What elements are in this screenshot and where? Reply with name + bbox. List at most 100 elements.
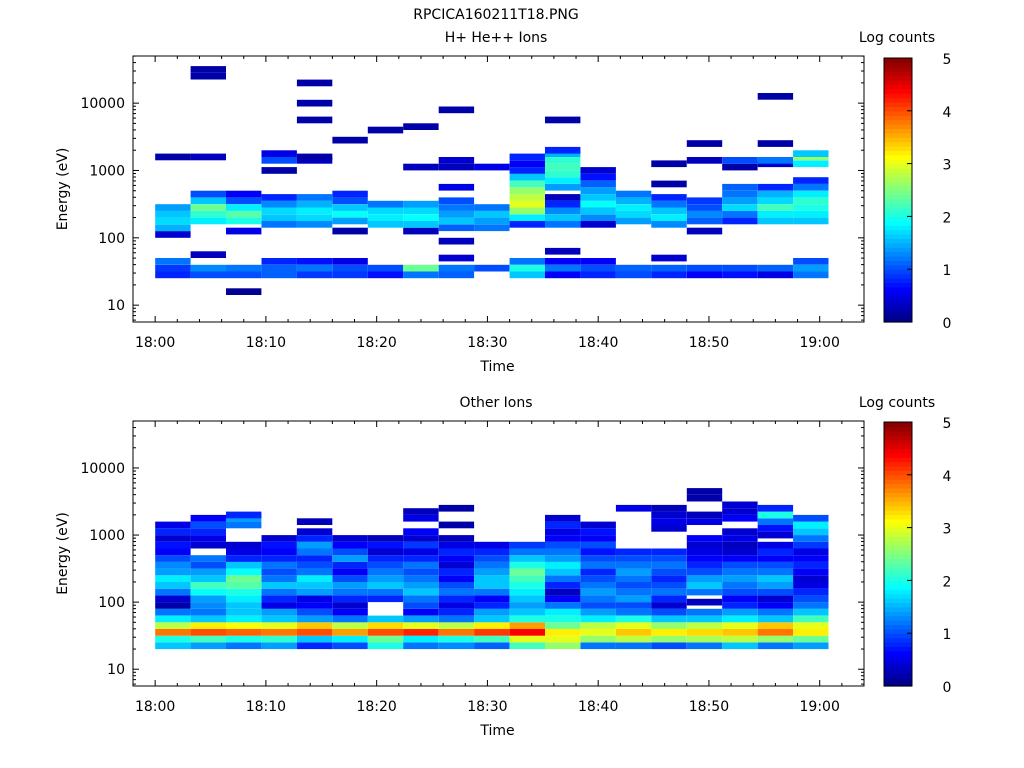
heatmap-cell [474, 622, 510, 629]
colorbar-step [884, 611, 912, 617]
heatmap-cell [509, 194, 545, 201]
heatmap-cell [190, 72, 226, 80]
heatmap-cell [226, 555, 262, 562]
heatmap-cell [722, 582, 758, 589]
heatmap-cell [651, 200, 687, 208]
heatmap-cell [793, 150, 829, 157]
colorbar-step [884, 137, 912, 143]
heatmap-cell [226, 561, 262, 569]
heatmap-cell [155, 582, 191, 589]
heatmap-cell [367, 541, 404, 549]
heatmap-cell [793, 197, 829, 205]
colorbar-step [884, 532, 912, 537]
colorbar-step [884, 562, 912, 568]
heatmap-cell [190, 615, 226, 623]
heatmap-cell [155, 535, 191, 542]
heatmap-cell [651, 264, 687, 272]
colorbar-tick-label: 1 [943, 263, 952, 279]
heatmap-cell [226, 642, 262, 650]
heatmap-cell [580, 173, 616, 181]
heatmap-cell [580, 200, 616, 208]
heatmap-cells [155, 66, 829, 295]
colorbar-step [884, 256, 912, 261]
heatmap-cell [545, 146, 581, 154]
colorbar-tick-label: 5 [943, 416, 952, 432]
colorbar-frame [883, 57, 913, 323]
heatmap-cell [474, 561, 510, 569]
colorbar-step [884, 132, 912, 138]
colorbar-step [884, 650, 912, 656]
heatmap-cell [545, 194, 581, 201]
heatmap-cell [580, 214, 616, 221]
heatmap-cell [474, 264, 510, 272]
heatmap-cell [332, 271, 368, 279]
heatmap-cell [155, 521, 191, 529]
heatmap-cell [757, 204, 794, 211]
heatmap-cell [261, 221, 297, 228]
heatmap-cell [296, 200, 333, 208]
heatmap-cell [615, 217, 652, 225]
colorbar-step [884, 523, 912, 529]
colorbar-step [884, 633, 912, 639]
heatmap-cell [757, 518, 794, 525]
heatmap-cell [438, 588, 475, 596]
heatmap-cell [155, 635, 191, 643]
heatmap-cell [226, 511, 262, 519]
heatmap-cell [155, 622, 191, 629]
heatmap-cell [545, 157, 581, 164]
heatmap-cell [261, 214, 297, 221]
heatmap-cell [509, 173, 545, 181]
heatmap-cell [793, 264, 829, 272]
heatmap-cell [438, 582, 475, 589]
heatmap-cell [509, 167, 545, 174]
heatmap-cell [438, 521, 475, 529]
heatmap-cell [367, 126, 404, 134]
heatmap-cell [722, 264, 758, 272]
heatmap-cell [403, 163, 439, 171]
heatmap-cell [438, 622, 475, 629]
heatmap-cell [545, 183, 581, 191]
heatmap-cell [438, 629, 475, 636]
colorbar-step [884, 457, 912, 463]
y-axis-label: Energy (eV) [55, 512, 71, 595]
heatmap-cell [722, 629, 758, 636]
heatmap-cell [757, 582, 794, 589]
heatmap-cell [367, 595, 404, 603]
heatmap-cell [686, 622, 723, 629]
colorbar-step [884, 247, 912, 253]
heatmap-cell [403, 595, 439, 603]
heatmap-cell [545, 535, 581, 542]
y-axis-label: Energy (eV) [55, 148, 71, 231]
colorbar-step [884, 426, 912, 432]
heatmap-cell [793, 521, 829, 529]
heatmap-cell [651, 629, 687, 636]
colorbar-tick-label: 3 [943, 158, 952, 174]
heatmap-cell [261, 535, 297, 542]
heatmap-cell [474, 582, 510, 589]
heatmap-cell [438, 555, 475, 562]
heatmap-cell [722, 210, 758, 218]
colorbar-step [884, 655, 912, 661]
heatmap-cell [296, 271, 333, 279]
heatmap-cell [226, 575, 262, 582]
heatmap-cell [615, 561, 652, 569]
heatmap-cell [686, 197, 723, 205]
heatmap-cell [651, 555, 687, 562]
heatmap-cell [438, 204, 475, 211]
heatmap-cell [580, 264, 616, 272]
plot-frame [132, 55, 865, 323]
heatmap-cell [332, 210, 368, 218]
heatmap-cell [757, 531, 794, 539]
heatmap-cell [226, 541, 262, 549]
heatmap-cell [296, 615, 333, 623]
heatmap-cell [403, 214, 439, 221]
colorbar-step [884, 207, 912, 213]
heatmap-cell [615, 608, 652, 616]
heatmap-cell [332, 595, 368, 603]
plot-frame [132, 420, 865, 687]
heatmap-cell [332, 642, 368, 650]
heatmap-cell [545, 207, 581, 215]
heatmap-cell [155, 642, 191, 650]
